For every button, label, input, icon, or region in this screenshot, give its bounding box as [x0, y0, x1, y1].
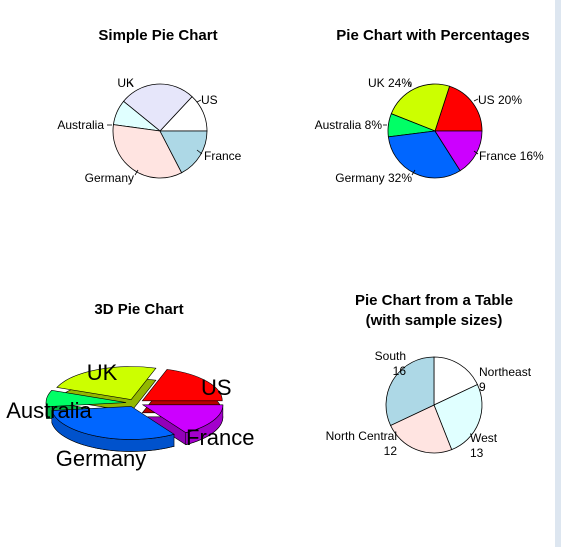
slice-label: North Central [326, 429, 397, 443]
slice-label: France [186, 425, 254, 450]
chart-title: Pie Chart with Percentages [336, 27, 529, 44]
slice-label: France 16% [479, 149, 544, 163]
pie-slice [390, 404, 453, 454]
slice-count: 16 [393, 364, 407, 378]
label-leader [196, 149, 203, 155]
pie-slices [385, 356, 483, 454]
slice-label: US [201, 93, 218, 107]
pie-slice [434, 130, 483, 172]
label-leader [129, 81, 134, 87]
pie-slice [141, 404, 224, 434]
pie-slice [122, 83, 193, 132]
slice-label: UK 24% [368, 76, 412, 90]
pie-slice [433, 384, 483, 451]
label-leader [134, 169, 139, 176]
label-leader [411, 169, 416, 176]
chart-title: Simple Pie Chart [98, 27, 217, 44]
label-leader [408, 81, 412, 88]
slice-label: UK [117, 76, 134, 90]
panel-table-pie: Pie Chart from a Table (with sample size… [326, 292, 532, 460]
slice-label: Australia 8% [315, 118, 383, 132]
panel-3d-pie: 3D Pie Chart US UK Australia Germany Fra… [6, 301, 254, 471]
pie-slices [45, 366, 224, 452]
pie-slice [159, 130, 208, 174]
panel-simple-pie: Simple Pie Chart US UK Australia Germany… [57, 27, 241, 185]
pie-slice [385, 356, 435, 426]
slice-count: 9 [479, 380, 486, 394]
panel-percent-pie: Pie Chart with Percentages US 20% UK 24%… [315, 27, 544, 185]
slice-label: West [470, 431, 498, 445]
chart-title: 3D Pie Chart [94, 301, 183, 318]
slice-label: US [201, 375, 232, 400]
slice-label: Germany 32% [335, 171, 412, 185]
pie-slice [112, 124, 183, 179]
slice-label: US 20% [478, 93, 522, 107]
slice-label: France [204, 149, 242, 163]
pie-slice [433, 356, 478, 406]
slice-label: Australia [6, 398, 92, 423]
pie-slice [45, 390, 127, 407]
pie-slice [51, 406, 175, 440]
label-leader [473, 98, 479, 102]
slice-count: 13 [470, 446, 484, 460]
slice-label: UK [87, 360, 118, 385]
slice-label: Germany [56, 446, 146, 471]
pie-slice [141, 369, 223, 402]
slice-label: Germany [85, 171, 134, 185]
label-leader [196, 99, 202, 103]
chart-title: Pie Chart from a Table [355, 292, 513, 309]
pie-slices [387, 83, 483, 179]
pie-slices [112, 83, 208, 179]
label-leader [473, 150, 479, 155]
slice-label: Northeast [479, 365, 532, 379]
pie-slice [434, 85, 483, 132]
slice-label: Australia [57, 118, 104, 132]
chart-subtitle: (with sample sizes) [366, 312, 503, 329]
slice-label: South [375, 349, 406, 363]
slice-count: 12 [384, 444, 398, 458]
pie-slice [56, 366, 157, 400]
